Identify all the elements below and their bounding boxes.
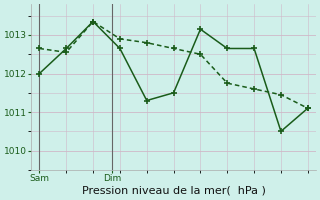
X-axis label: Pression niveau de la mer(  hPa ): Pression niveau de la mer( hPa ) [82,186,266,196]
